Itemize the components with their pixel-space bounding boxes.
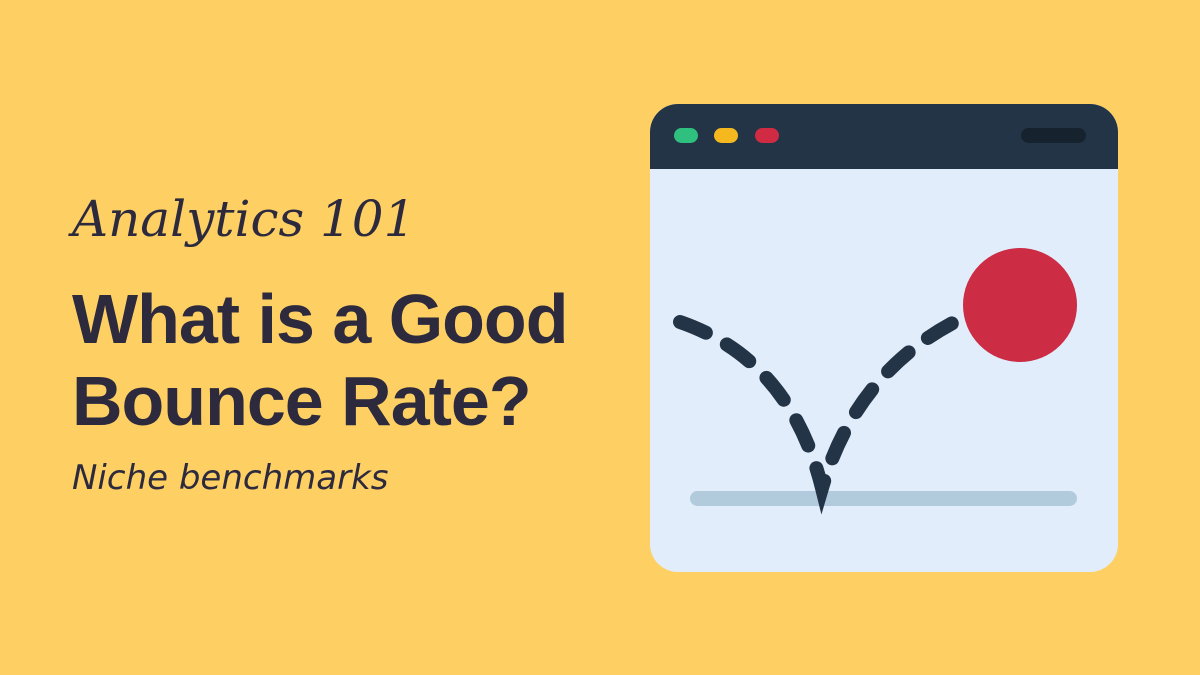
dot	[714, 128, 738, 143]
browser-bar	[650, 104, 1118, 169]
address-bar	[1021, 128, 1086, 143]
dot	[755, 128, 779, 143]
bounce-path	[673, 303, 987, 515]
kicker: Analytics 101	[72, 190, 416, 248]
subtitle: Niche benchmarks	[72, 458, 389, 498]
browser-window	[650, 104, 1118, 572]
ground	[690, 491, 1077, 506]
title: What is a Good Bounce Rate?	[72, 278, 568, 442]
title-line: What is a Good	[72, 280, 568, 358]
ball	[963, 248, 1077, 362]
title-line: Bounce Rate?	[72, 362, 532, 440]
dot	[674, 128, 698, 143]
